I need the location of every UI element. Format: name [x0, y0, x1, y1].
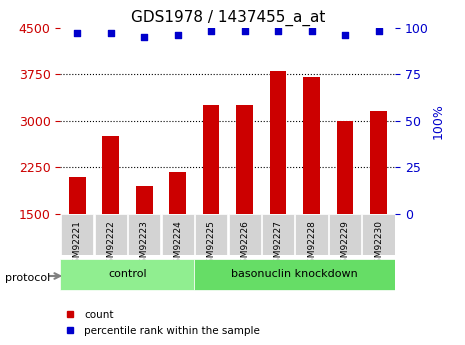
- FancyBboxPatch shape: [362, 214, 395, 255]
- Bar: [270, 71, 286, 307]
- Text: GSM92227: GSM92227: [273, 220, 283, 269]
- Point: [274, 29, 282, 34]
- Bar: [102, 136, 119, 307]
- Text: control: control: [108, 269, 147, 279]
- Title: GDS1978 / 1437455_a_at: GDS1978 / 1437455_a_at: [131, 10, 325, 26]
- FancyBboxPatch shape: [262, 214, 294, 255]
- Bar: [236, 105, 253, 307]
- Text: GSM92223: GSM92223: [140, 220, 149, 269]
- Bar: [337, 121, 353, 307]
- FancyBboxPatch shape: [295, 214, 328, 255]
- FancyBboxPatch shape: [228, 214, 261, 255]
- Bar: [370, 111, 387, 307]
- FancyBboxPatch shape: [195, 214, 227, 255]
- Point: [341, 32, 349, 38]
- Bar: [69, 177, 86, 307]
- Point: [375, 29, 382, 34]
- FancyBboxPatch shape: [194, 259, 395, 290]
- Y-axis label: 100%: 100%: [432, 103, 445, 139]
- FancyBboxPatch shape: [94, 214, 127, 255]
- Point: [207, 29, 215, 34]
- Bar: [203, 105, 219, 307]
- Point: [241, 29, 248, 34]
- FancyBboxPatch shape: [329, 214, 361, 255]
- Text: GSM92224: GSM92224: [173, 220, 182, 269]
- Text: GSM92229: GSM92229: [340, 220, 350, 269]
- FancyBboxPatch shape: [60, 259, 194, 290]
- Text: protocol: protocol: [5, 273, 50, 283]
- Point: [73, 30, 81, 36]
- Text: GSM92226: GSM92226: [240, 220, 249, 269]
- FancyBboxPatch shape: [61, 214, 93, 255]
- Point: [107, 30, 114, 36]
- Bar: [169, 172, 186, 307]
- Legend: count, percentile rank within the sample: count, percentile rank within the sample: [61, 306, 264, 340]
- Bar: [303, 77, 320, 307]
- FancyBboxPatch shape: [128, 214, 160, 255]
- Text: GSM92230: GSM92230: [374, 220, 383, 269]
- Text: GSM92225: GSM92225: [206, 220, 216, 269]
- Bar: [136, 186, 153, 307]
- Text: GSM92221: GSM92221: [73, 220, 82, 269]
- Text: GSM92228: GSM92228: [307, 220, 316, 269]
- Point: [140, 34, 148, 40]
- Point: [308, 29, 315, 34]
- Point: [174, 32, 181, 38]
- FancyBboxPatch shape: [161, 214, 194, 255]
- Text: basonuclin knockdown: basonuclin knockdown: [232, 269, 358, 279]
- Text: GSM92222: GSM92222: [106, 220, 115, 269]
